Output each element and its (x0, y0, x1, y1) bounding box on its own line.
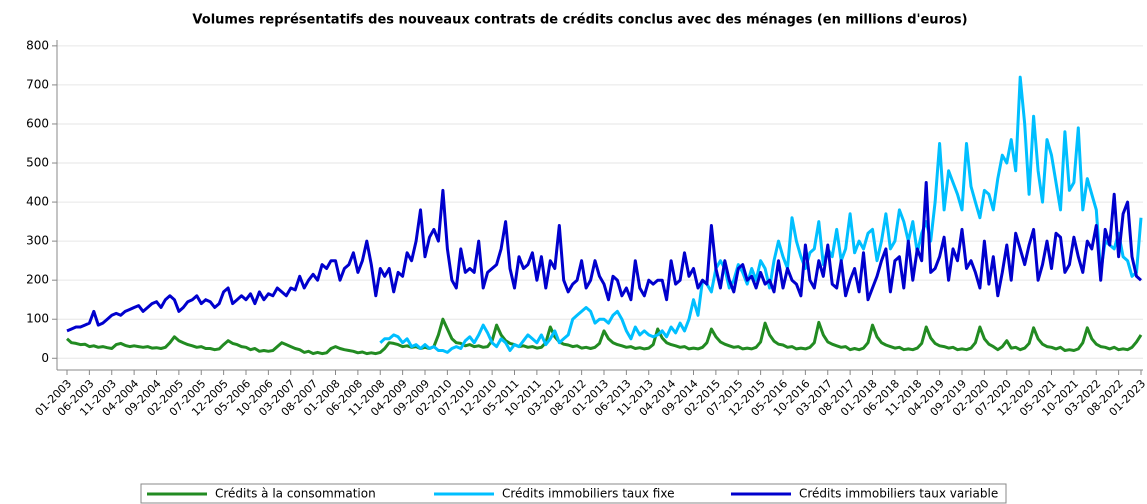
series-line (66, 317, 1143, 356)
series-line (379, 75, 1143, 354)
legend-label: Crédits immobiliers taux variable (799, 487, 998, 501)
legend: Crédits à la consommation Crédits immobil… (140, 483, 1007, 504)
y-tick-label: 800 (26, 38, 49, 52)
y-tick-label: 700 (26, 77, 49, 91)
chart-title: Volumes représentatifs des nouveaux cont… (192, 13, 967, 28)
legend-label: Crédits à la consommation (215, 487, 376, 501)
y-tick-label: 300 (26, 234, 49, 248)
y-tick-label: 100 (26, 312, 49, 326)
y-tick-label: 0 (41, 351, 49, 365)
y-tick-label: 400 (26, 195, 49, 209)
legend-box (140, 483, 1007, 504)
series-line (66, 181, 1142, 333)
y-tick-label: 600 (26, 116, 49, 130)
legend-label: Crédits immobiliers taux fixe (502, 487, 674, 501)
y-tick-label: 500 (26, 156, 49, 170)
y-tick-label: 200 (26, 273, 49, 287)
